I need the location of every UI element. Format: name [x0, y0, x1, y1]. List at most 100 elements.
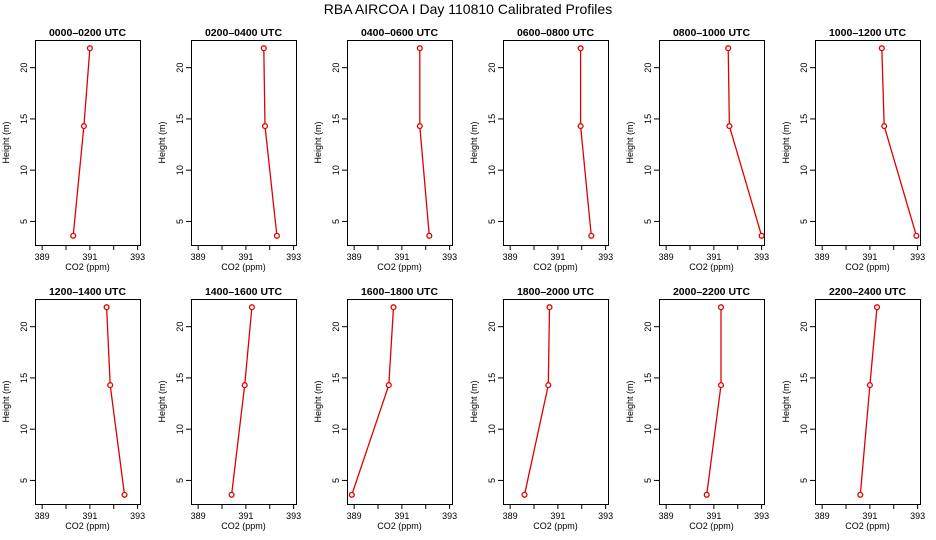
data-point: [70, 232, 77, 239]
panel-1: 0200–0400 UTC 389 391 393 CO2 (ppm) 5 10 15 20 He…: [157, 27, 301, 272]
y-tick-label: 10: [643, 165, 653, 175]
y-axis-label: Height (m): [469, 380, 479, 422]
panel-title: 1600–1800 UTC: [361, 286, 438, 298]
data-point: [703, 491, 710, 498]
y-tick-label: 5: [175, 478, 185, 483]
y-tick-label: 20: [799, 63, 809, 73]
x-tick-label: 389: [347, 511, 362, 521]
y-tick-label: 10: [799, 165, 809, 175]
y-tick-label: 5: [19, 478, 29, 483]
y-tick-label: 10: [19, 165, 29, 175]
series-line: [419, 48, 430, 236]
panel-title: 2000–2200 UTC: [673, 286, 750, 298]
plot-frame: [815, 299, 921, 505]
y-axis-label: Height (m): [1, 121, 11, 163]
x-axis-label: CO2 (ppm): [221, 262, 266, 272]
y-tick-label: 5: [799, 219, 809, 224]
data-point: [416, 45, 423, 52]
x-tick-label: 391: [862, 252, 877, 262]
data-point: [521, 491, 528, 498]
x-axis-label: CO2 (ppm): [377, 262, 422, 272]
y-tick-label: 20: [19, 322, 29, 332]
x-tick-label: 391: [394, 252, 409, 262]
y-tick-label: 10: [799, 424, 809, 434]
panel-title: 2200–2400 UTC: [829, 286, 906, 298]
panel-10: 2000–2200 UTC 389 391 393 CO2 (ppm) 5 10 15 20 He…: [625, 286, 769, 531]
x-tick-label: 391: [238, 252, 253, 262]
plot-frame: [659, 299, 765, 505]
y-axis-label: Height (m): [781, 380, 791, 422]
x-tick-label: 393: [130, 252, 145, 262]
x-tick-label: 391: [706, 252, 721, 262]
panel-title: 1800–2000 UTC: [517, 286, 594, 298]
y-tick-label: 5: [487, 219, 497, 224]
x-tick-label: 391: [238, 511, 253, 521]
y-tick-label: 5: [643, 219, 653, 224]
y-tick-label: 15: [799, 373, 809, 383]
data-point: [121, 491, 128, 498]
y-tick-label: 15: [19, 373, 29, 383]
y-tick-label: 20: [19, 63, 29, 73]
y-tick-label: 15: [487, 373, 497, 383]
y-tick-label: 20: [487, 63, 497, 73]
panel-title: 0800–1000 UTC: [673, 27, 750, 39]
y-axis-label: Height (m): [469, 121, 479, 163]
series-line: [72, 48, 91, 236]
x-axis-label: CO2 (ppm): [689, 521, 734, 531]
series-line: [859, 307, 878, 495]
y-axis-label: Height (m): [157, 380, 167, 422]
x-tick-label: 391: [862, 511, 877, 521]
x-tick-label: 393: [598, 511, 613, 521]
y-tick-label: 5: [19, 219, 29, 224]
x-tick-label: 389: [191, 252, 206, 262]
plot-frame: [347, 40, 453, 246]
data-point: [717, 304, 725, 311]
series-line: [351, 307, 395, 496]
y-axis-label: Height (m): [625, 380, 635, 422]
y-axis-label: Height (m): [781, 121, 791, 163]
x-axis-label: CO2 (ppm): [689, 262, 734, 272]
x-tick-label: 393: [754, 511, 769, 521]
data-point: [758, 232, 765, 239]
x-tick-label: 393: [130, 511, 145, 521]
data-point: [577, 45, 584, 52]
x-tick-label: 391: [82, 511, 97, 521]
x-axis-label: CO2 (ppm): [533, 521, 578, 531]
x-axis-label: CO2 (ppm): [377, 521, 422, 531]
x-axis-label: CO2 (ppm): [845, 521, 890, 531]
y-tick-label: 20: [643, 63, 653, 73]
plot-frame: [35, 299, 141, 505]
data-point: [866, 382, 873, 389]
y-tick-label: 15: [799, 114, 809, 124]
plot-frame: [35, 40, 141, 246]
data-point: [577, 123, 584, 130]
x-tick-label: 393: [754, 252, 769, 262]
series-line: [263, 48, 278, 236]
x-tick-label: 389: [191, 511, 206, 521]
data-point: [385, 382, 392, 389]
panel-9: 1800–2000 UTC 389 391 393 CO2 (ppm) 5 10 15 20 He…: [469, 286, 613, 531]
y-tick-label: 10: [643, 424, 653, 434]
series-line: [523, 307, 551, 495]
y-tick-label: 15: [643, 114, 653, 124]
y-tick-label: 5: [643, 478, 653, 483]
panel-title: 0400–0600 UTC: [361, 27, 438, 39]
y-tick-label: 15: [487, 114, 497, 124]
x-tick-label: 393: [442, 511, 457, 521]
series-line: [727, 48, 763, 236]
data-point: [248, 304, 255, 311]
y-tick-label: 5: [487, 478, 497, 483]
panel-title: 0600–0800 UTC: [517, 27, 594, 39]
data-point: [228, 491, 235, 498]
plot-frame: [191, 299, 297, 505]
x-tick-label: 391: [550, 511, 565, 521]
series-line: [230, 307, 253, 495]
data-point: [390, 304, 397, 311]
x-tick-label: 389: [659, 252, 674, 262]
plot-frame: [503, 299, 609, 505]
plot-frame: [815, 40, 921, 246]
x-tick-label: 389: [347, 252, 362, 262]
x-axis-label: CO2 (ppm): [65, 521, 110, 531]
panel-4: 0800–1000 UTC 389 391 393 CO2 (ppm) 5 10 15 20 He…: [625, 27, 769, 272]
